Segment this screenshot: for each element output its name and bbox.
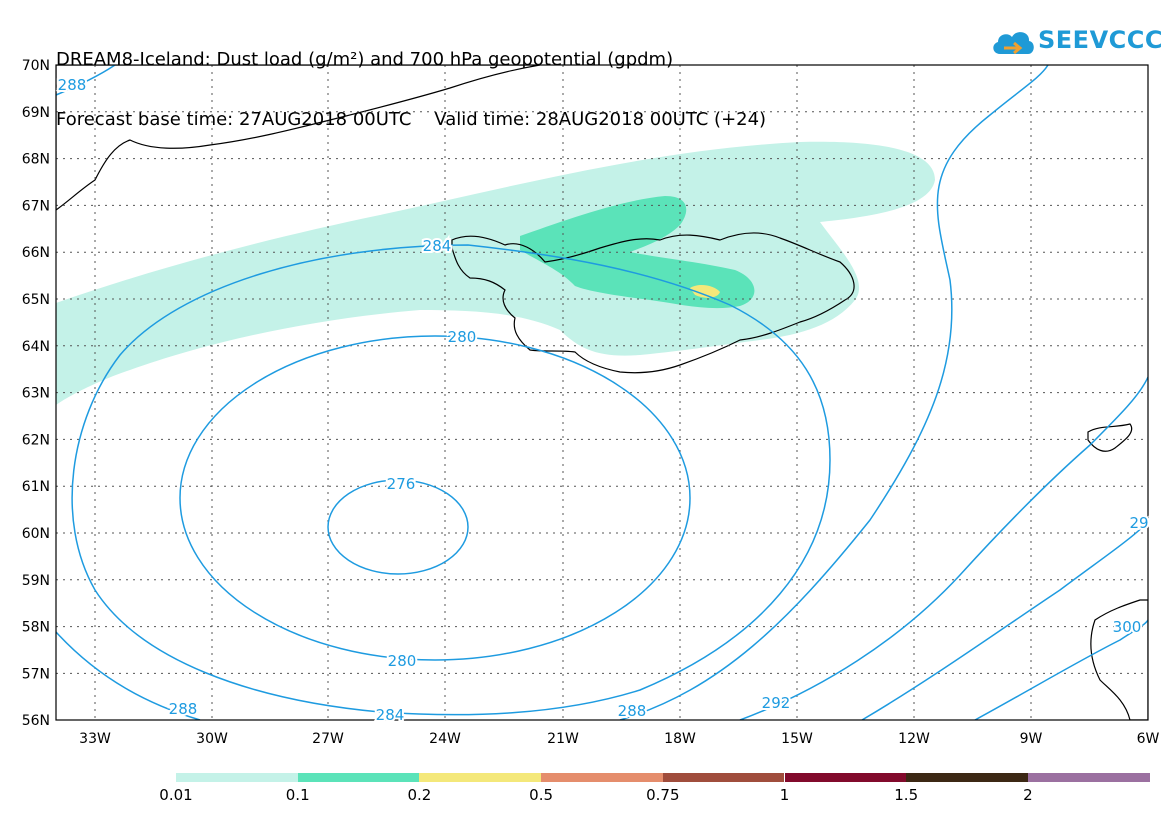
lat-tick-label: 56N: [22, 713, 50, 729]
lat-tick-label: 68N: [22, 152, 50, 168]
colorbar-label: 0.2: [407, 786, 432, 804]
iceland-coastline: [451, 232, 855, 374]
contour-288-nw: [56, 65, 116, 96]
contour-label: 300: [1113, 618, 1142, 636]
colorbar-segment: [419, 773, 542, 782]
cloud-icon: [993, 32, 1034, 55]
lon-tick-label: 24W: [429, 731, 461, 747]
contour-276: [327, 479, 469, 575]
greenland-coastline: [56, 65, 541, 211]
title-line-2: Forecast base time: 27AUG2018 00UTC Vali…: [56, 109, 767, 130]
lon-tick-label: 21W: [547, 731, 579, 747]
scotland-coastline: [1090, 599, 1148, 720]
seevccc-logo: SEEVCCC: [990, 20, 1163, 60]
colorbar-segment: [1027, 773, 1150, 782]
lat-tick-label: 61N: [22, 479, 50, 495]
lat-tick-label: 58N: [22, 620, 50, 636]
contour-280: [179, 335, 691, 661]
lat-tick-label: 59N: [22, 573, 50, 589]
colorbar-segment: [541, 773, 663, 782]
colorbar-segment: [297, 773, 420, 782]
contour-label: 29: [1129, 514, 1148, 532]
lat-tick-label: 57N: [22, 666, 50, 682]
contour-label: 288: [58, 76, 87, 94]
contour-300: [974, 619, 1148, 720]
logo-text: SEEVCCC: [1038, 26, 1163, 54]
colorbar-label: 0.5: [529, 786, 554, 804]
contour-288: [56, 65, 1049, 720]
contour-label: 284: [376, 706, 405, 724]
contour-label: 280: [448, 328, 477, 346]
contour-292: [739, 376, 1148, 720]
contour-296: [861, 521, 1148, 720]
colorbar-label: 1.5: [894, 786, 919, 804]
lon-tick-label: 33W: [79, 731, 111, 747]
colorbar-segment: [662, 773, 785, 782]
colorbar-label: 0.75: [646, 786, 680, 804]
contour-label: 288: [618, 702, 647, 720]
faroe-coastline: [1087, 423, 1133, 452]
lon-tick-label: 6W: [1137, 731, 1160, 747]
colorbar-segment: [784, 773, 907, 782]
colorbar-label: 2: [1023, 786, 1033, 804]
colorbar-label: 1: [779, 786, 790, 804]
lat-tick-label: 63N: [22, 386, 50, 402]
lat-tick-label: 70N: [22, 58, 50, 74]
colorbar-segment: [906, 773, 1028, 782]
lon-tick-label: 27W: [312, 731, 344, 747]
lat-tick-label: 69N: [22, 105, 50, 121]
lon-tick-label: 18W: [664, 731, 696, 747]
lat-tick-label: 65N: [22, 292, 50, 308]
contour-label: 288: [169, 700, 198, 718]
lat-tick-label: 60N: [22, 526, 50, 542]
dust-layer-0.2: [690, 285, 720, 298]
lon-tick-label: 15W: [781, 731, 813, 747]
lat-tick-label: 67N: [22, 198, 50, 214]
contour-label: 276: [387, 475, 416, 493]
contour-label: 280: [388, 652, 417, 670]
dust-layer-0.1: [520, 196, 755, 309]
lat-tick-label: 64N: [22, 339, 50, 355]
colorbar-segment: [176, 773, 298, 782]
lat-tick-label: 66N: [22, 245, 50, 261]
lon-tick-label: 12W: [898, 731, 930, 747]
dust-layer-0.01: [56, 141, 935, 405]
lat-tick-label: 62N: [22, 432, 50, 448]
contour-284: [71, 244, 831, 716]
lon-tick-label: 30W: [196, 731, 228, 747]
colorbar-label: 0.1: [285, 786, 310, 804]
contour-label: 292: [762, 694, 791, 712]
contour-label: 284: [423, 237, 452, 255]
colorbar-label: 0.01: [159, 786, 193, 804]
lon-tick-label: 9W: [1020, 731, 1043, 747]
